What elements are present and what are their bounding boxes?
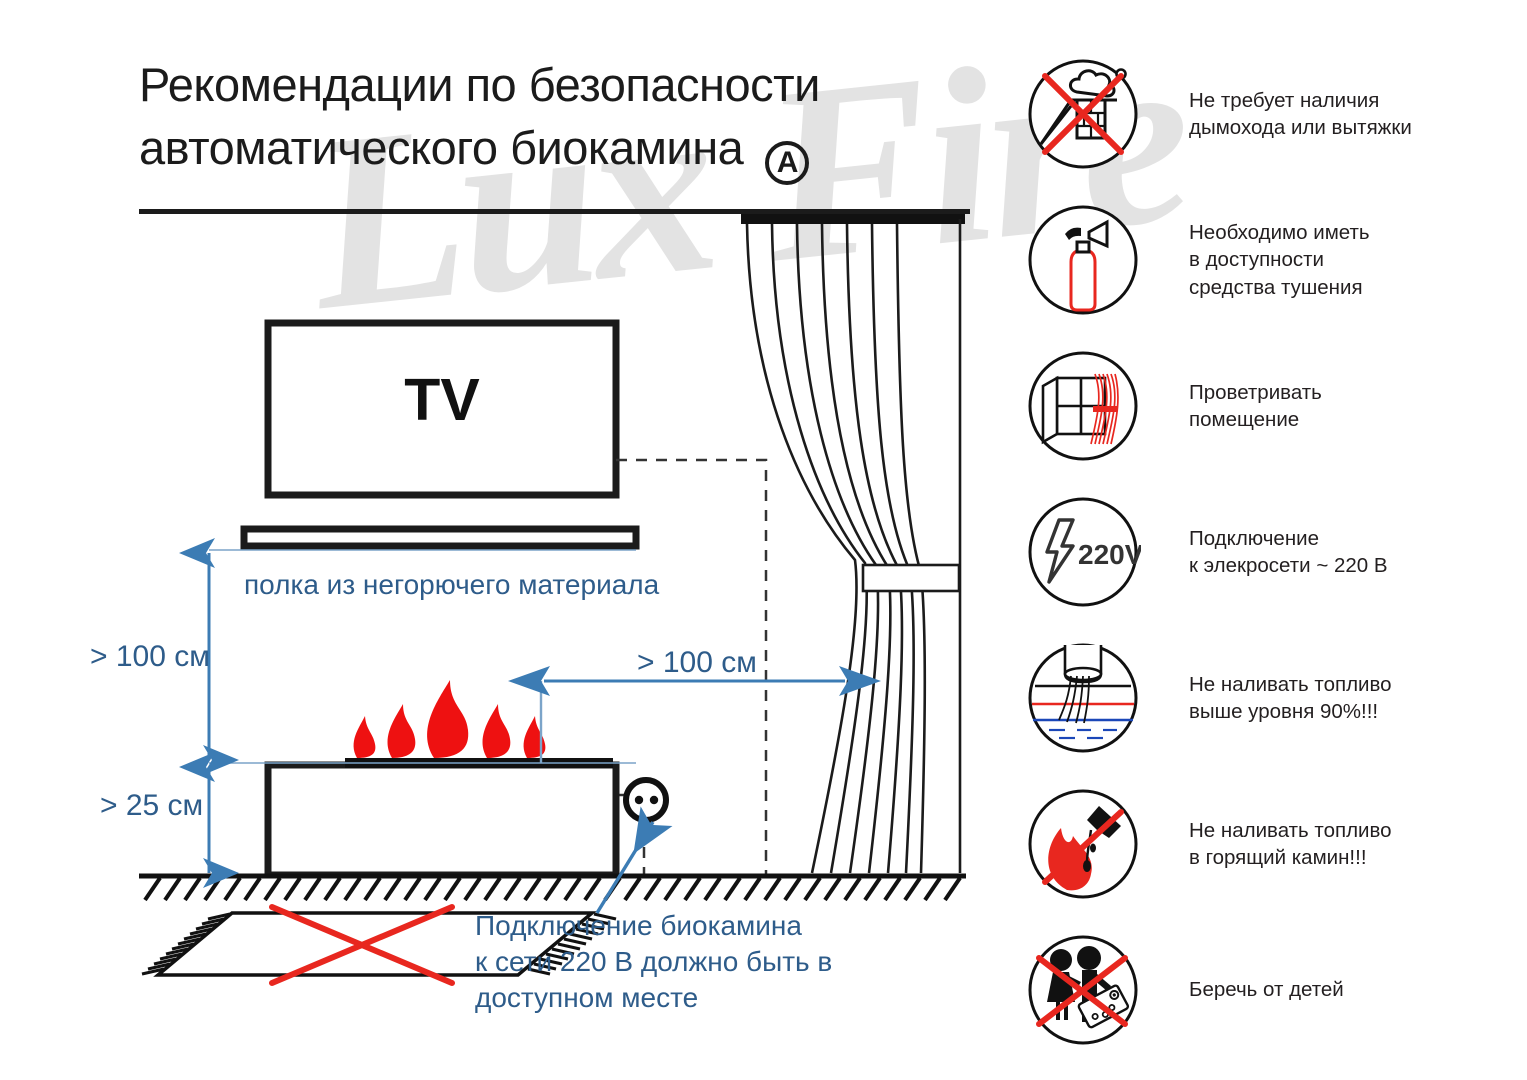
- keep-away-children-icon: [1025, 932, 1141, 1048]
- safety-item-extinguisher: Необходимо иметь в доступности средства …: [1025, 202, 1495, 318]
- safety-item-ventilate: Проветривать помещение: [1025, 348, 1495, 464]
- safety-item-no-chimney: Не требует наличия дымохода или вытяжки: [1025, 56, 1495, 172]
- dimension-label-100cm-vertical: > 100 см: [90, 640, 210, 673]
- horizontal-dimension: > 100 см: [508, 646, 881, 763]
- page-title: Рекомендации по безопасности автоматичес…: [139, 54, 969, 186]
- biofireplace-unit: [264, 758, 620, 879]
- safety-item-label: Проветривать помещение: [1189, 380, 1322, 431]
- noncombustible-shelf: [240, 525, 640, 550]
- safety-item-label: Не наливать топливо в горящий камин!!!: [1189, 818, 1392, 869]
- room-diagram: TV: [90, 213, 966, 1013]
- title-line-2-text: автоматического биокамина: [139, 120, 744, 174]
- safety-item-label: Не требует наличия дымохода или вытяжки: [1189, 88, 1412, 139]
- dimension-label-100cm-horizontal: > 100 см: [637, 646, 757, 679]
- electric-220v-icon: 220V: [1025, 494, 1144, 610]
- flame-group: [353, 680, 546, 758]
- title-divider: [139, 209, 970, 214]
- shelf-caption: полка из негорючего материала: [244, 569, 660, 600]
- dimension-label-25cm: > 25 см: [100, 789, 203, 822]
- no-chimney-icon: [1025, 56, 1141, 172]
- socket-caption-line-3: доступном месте: [475, 982, 698, 1013]
- tv-label: TV: [404, 367, 479, 433]
- fuel-level-icon: [1025, 640, 1141, 756]
- socket-caption-line-2: к сети 220 В должно быть в: [475, 946, 832, 977]
- title-line-2: автоматического биокамина A: [139, 117, 969, 186]
- safety-item-220v: 220V Подключение к элекросети ~ 220 В: [1025, 494, 1495, 610]
- forbidden-carpet: [141, 904, 617, 986]
- safety-item-no-refuel: Не наливать топливо в горящий камин!!!: [1025, 786, 1495, 902]
- socket-caption: Подключение биокамина к сети 220 В должн…: [475, 806, 832, 1013]
- tv-unit: TV: [264, 319, 620, 499]
- safety-item-label: Беречь от детей: [1189, 978, 1344, 1002]
- title-line-1: Рекомендации по безопасности: [139, 58, 820, 111]
- ventilate-window-icon: [1025, 348, 1141, 464]
- socket-caption-line-1: Подключение биокамина: [475, 910, 802, 941]
- class-a-badge: A: [765, 141, 810, 186]
- power-socket: [623, 777, 669, 823]
- vertical-dimensions: > 100 см > 25 см: [90, 538, 636, 888]
- floor-line: [139, 873, 966, 902]
- safety-item-label: Необходимо иметь в доступности средства …: [1189, 221, 1370, 299]
- safety-item-fuel-level: Не наливать топливо выше уровня 90%!!!: [1025, 640, 1495, 756]
- no-refuel-burning-icon: [1025, 786, 1141, 902]
- safety-item-children: Беречь от детей: [1025, 932, 1495, 1048]
- safety-item-label: Подключение к элекросети ~ 220 В: [1189, 526, 1388, 577]
- fire-extinguisher-icon: [1025, 202, 1141, 318]
- voltage-value: 220V: [1078, 539, 1141, 570]
- curtain: [741, 213, 965, 874]
- safety-item-label: Не наливать топливо выше уровня 90%!!!: [1189, 672, 1392, 723]
